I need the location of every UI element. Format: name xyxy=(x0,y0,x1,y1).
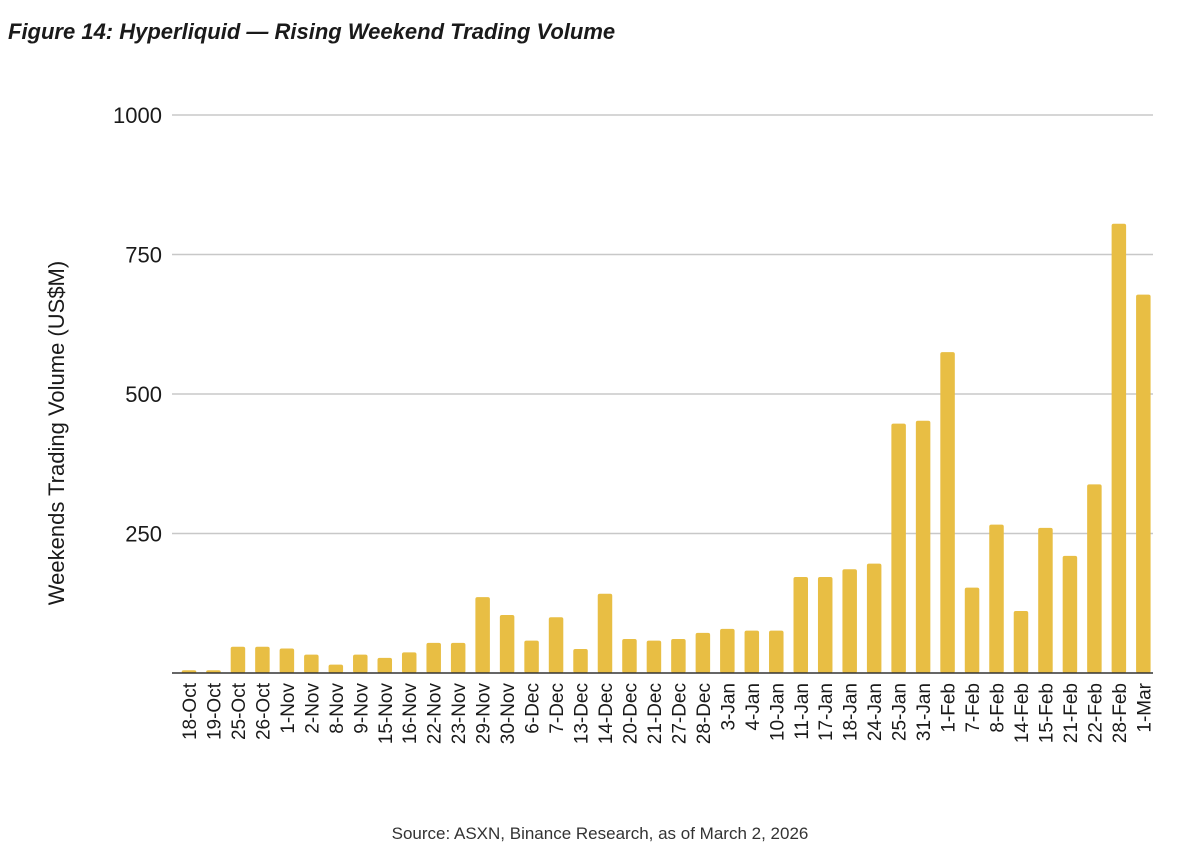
bar-25-Oct xyxy=(230,646,246,673)
x-tick-label: 15-Feb xyxy=(1036,683,1057,743)
x-tick-label: 3-Jan xyxy=(718,683,739,731)
bar-10-Jan xyxy=(769,630,784,673)
bar-22-Nov xyxy=(426,642,441,673)
x-tick-label: 1-Feb xyxy=(939,683,960,733)
x-tick-label: 21-Feb xyxy=(1061,683,1082,743)
x-tick-label: 18-Jan xyxy=(841,683,862,741)
x-tick-label: 11-Jan xyxy=(792,683,813,740)
bar-6-Dec xyxy=(524,640,539,673)
x-tick-label: 28-Dec xyxy=(694,683,715,744)
bar-17-Jan xyxy=(817,577,833,673)
x-tick-label: 17-Jan xyxy=(816,683,837,741)
x-tick-label: 20-Dec xyxy=(620,683,641,744)
y-tick-label: 750 xyxy=(125,243,162,268)
x-tick-label: 13-Dec xyxy=(572,683,593,744)
x-tick-label: 1-Mar xyxy=(1134,682,1155,732)
x-tick-label: 9-Nov xyxy=(351,683,372,734)
bar-4-Jan xyxy=(744,630,760,673)
x-tick-labels: 18-Oct 19-Oct 25-Oct 26-Oct 1-Nov 2-Nov 8-Nov 9… xyxy=(180,682,1155,744)
x-tick-label: 7-Feb xyxy=(963,683,984,733)
bar-16-Nov xyxy=(401,652,417,673)
x-tick-label: 2-Nov xyxy=(302,683,323,734)
y-tick-label: 250 xyxy=(125,522,162,547)
x-tick-label: 28-Feb xyxy=(1110,683,1131,743)
bar-8-Feb xyxy=(989,524,1004,673)
x-tick-label: 6-Dec xyxy=(523,683,544,734)
bar-20-Dec xyxy=(622,638,637,673)
bar-15-Nov xyxy=(377,657,393,673)
x-tick-label: 8-Feb xyxy=(988,683,1009,733)
bar-7-Dec xyxy=(548,617,564,673)
source-note: Source: ASXN, Binance Research, as of Ma… xyxy=(391,824,809,843)
x-tick-label: 19-Oct xyxy=(204,682,225,740)
gridlines xyxy=(172,114,1153,535)
bar-13-Dec xyxy=(573,649,588,673)
bar-14-Dec xyxy=(597,593,613,673)
x-tick-label: 22-Feb xyxy=(1085,683,1106,743)
bars xyxy=(181,223,1151,673)
x-tick-label: 23-Nov xyxy=(449,683,470,745)
bar-15-Feb xyxy=(1038,527,1053,673)
bar-8-Nov xyxy=(328,664,344,673)
x-tick-label: 4-Jan xyxy=(743,683,764,731)
y-tick-labels: 250 500 750 1000 xyxy=(113,103,162,547)
bar-9-Nov xyxy=(353,654,368,673)
x-tick-label: 25-Oct xyxy=(229,682,250,740)
bar-21-Feb xyxy=(1062,555,1078,673)
bar-29-Nov xyxy=(475,597,490,673)
bar-28-Dec xyxy=(695,632,711,673)
x-tick-label: 25-Jan xyxy=(890,683,911,741)
bar-11-Jan xyxy=(793,577,808,673)
bar-25-Jan xyxy=(891,423,906,673)
y-axis-title: Weekends Trading Volume (US$M) xyxy=(44,261,69,605)
x-tick-label: 29-Nov xyxy=(474,683,495,745)
bar-31-Jan xyxy=(915,420,931,673)
bar-28-Feb xyxy=(1111,223,1127,673)
bar-24-Jan xyxy=(866,563,882,673)
x-tick-label: 10-Jan xyxy=(767,683,788,741)
bar-22-Feb xyxy=(1087,484,1102,673)
bar-26-Oct xyxy=(255,646,270,673)
x-tick-label: 7-Dec xyxy=(547,683,568,734)
x-tick-label: 14-Feb xyxy=(1012,683,1033,743)
bar-23-Nov xyxy=(450,642,466,673)
x-tick-label: 27-Dec xyxy=(669,683,690,744)
y-tick-label: 1000 xyxy=(113,103,162,128)
x-tick-label: 8-Nov xyxy=(327,683,348,734)
bar-1-Nov xyxy=(279,648,295,673)
bar-27-Dec xyxy=(671,638,686,673)
y-tick-label: 500 xyxy=(125,382,162,407)
x-tick-label: 21-Dec xyxy=(645,683,666,744)
bar-2-Nov xyxy=(304,654,319,673)
x-tick-label: 14-Dec xyxy=(596,683,617,744)
bar-7-Feb xyxy=(964,587,980,673)
x-tick-label: 1-Nov xyxy=(278,683,299,734)
x-tick-label: 16-Nov xyxy=(400,683,421,745)
bar-14-Feb xyxy=(1013,611,1029,673)
bar-1-Feb xyxy=(940,352,955,673)
bar-18-Jan xyxy=(842,569,857,673)
bar-30-Nov xyxy=(499,614,515,673)
x-tick-label: 22-Nov xyxy=(425,683,446,745)
x-tick-label: 18-Oct xyxy=(180,682,201,740)
x-tick-label: 24-Jan xyxy=(865,683,886,741)
x-tick-label: 26-Oct xyxy=(253,682,274,740)
bar-3-Jan xyxy=(720,628,735,673)
x-tick-label: 15-Nov xyxy=(376,683,397,745)
x-tick-label: 30-Nov xyxy=(498,683,519,745)
bar-1-Mar xyxy=(1136,294,1151,673)
figure-title: Figure 14: Hyperliquid — Rising Weekend … xyxy=(8,19,616,44)
x-tick-label: 31-Jan xyxy=(914,683,935,741)
bar-21-Dec xyxy=(646,640,662,673)
